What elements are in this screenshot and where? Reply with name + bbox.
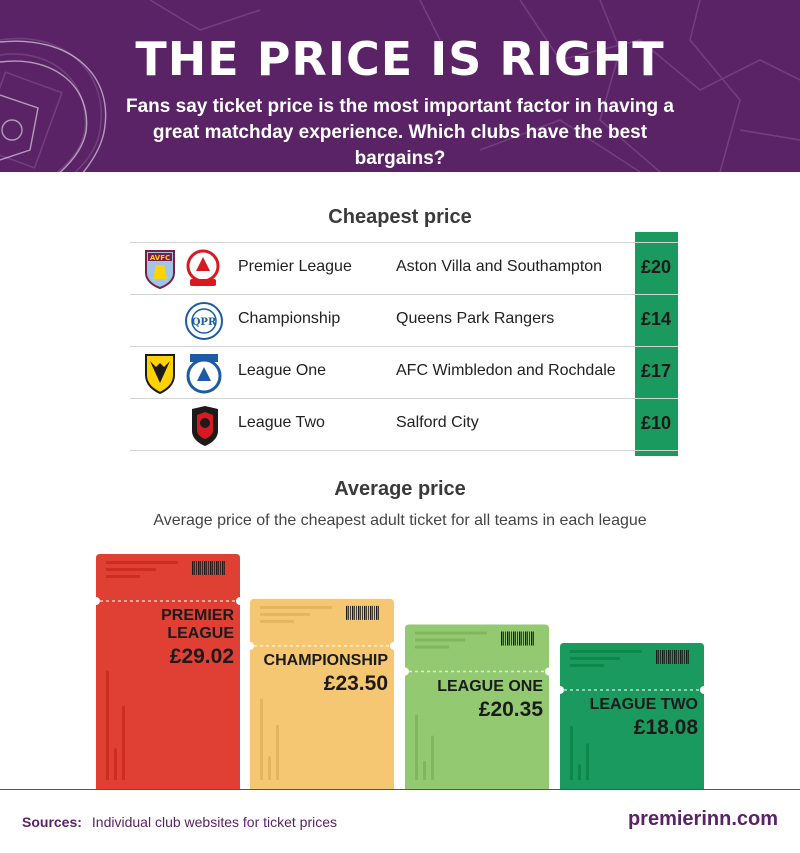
ticket-stub-line	[106, 561, 178, 564]
cheapest-price-value: £14	[640, 309, 672, 329]
ticket-stub-line	[570, 656, 620, 660]
table-row: League One AFC Wimbledon and Rochdale £1…	[130, 346, 678, 398]
chart-baseline	[0, 789, 800, 790]
stadium-map-graphic	[0, 0, 800, 172]
bar-label: LEAGUE ONE £20.35	[409, 678, 543, 722]
brand-logo: premierinn.com	[627, 808, 778, 830]
bar-label: LEAGUE TWO £18.08	[564, 696, 698, 740]
sources-label: Sources:	[22, 814, 82, 830]
sources-note: Sources: Individual club websites for tic…	[22, 814, 337, 830]
bar-league-two	[556, 642, 708, 790]
cheapest-price-heading: Cheapest price	[328, 206, 472, 228]
value-label: £20.35	[478, 697, 543, 721]
bar-body	[560, 642, 704, 790]
ticket-decor-bar	[276, 724, 279, 780]
league-name: League One	[238, 362, 327, 379]
club-names: Queens Park Rangers	[396, 310, 555, 327]
price-column-highlight	[635, 232, 678, 456]
ticket-notch	[556, 685, 564, 694]
ticket-notch	[236, 597, 244, 605]
ticket-decor-bar	[586, 743, 589, 780]
bar-league-one	[401, 624, 553, 790]
ticket-decor-bar	[431, 735, 434, 780]
bar-label: CHAMPIONSHIP £23.50	[254, 652, 388, 696]
league-name: Premier League	[238, 258, 352, 275]
bar-body	[96, 554, 240, 790]
qpr-crest-icon: QPR	[185, 302, 223, 340]
category-label: PREMIER LEAGUE	[161, 607, 234, 642]
ticket-stub-line	[570, 663, 604, 667]
table-row: League Two Salford City £10	[130, 398, 678, 451]
ticket-decor-bar	[415, 714, 418, 780]
value-label: £23.50	[323, 671, 388, 695]
salford-city-crest-icon	[192, 406, 218, 446]
ticket-decor-bar	[114, 748, 117, 780]
ticket-notch	[92, 597, 100, 605]
ticket-stub-line	[570, 649, 642, 653]
ticket-notch	[401, 667, 409, 676]
ticket-decor-bar	[268, 756, 271, 780]
ticket-decor-bar	[106, 670, 109, 780]
club-names: Aston Villa and Southampton	[396, 258, 603, 275]
barcode-icon	[656, 649, 689, 664]
league-name: Championship	[238, 310, 341, 327]
table-row: AVFC Premier League Aston Villa and Sout…	[130, 242, 678, 294]
afc-wimbledon-crest-icon	[145, 354, 175, 395]
cheapest-price-value: £10	[640, 413, 672, 433]
ticket-notch	[246, 641, 254, 650]
category-label: CHAMPIONSHIP	[263, 651, 388, 669]
ticket-notch	[545, 667, 553, 676]
ticket-decor-bar	[423, 761, 426, 780]
cheapest-price-table: AVFC Premier League Aston Villa and Sout…	[130, 242, 678, 451]
ticket-decor-bar	[570, 726, 573, 780]
average-price-bar-chart	[92, 554, 708, 790]
sources-text: Individual club websites for ticket pric…	[91, 814, 338, 830]
chart-title: Average price	[334, 478, 466, 500]
value-label: £29.02	[169, 645, 234, 668]
bar-label: PREMIER LEAGUE £29.02	[100, 607, 234, 669]
ticket-stub-line	[106, 568, 156, 571]
table-row: QPR Championship Queens Park Rangers £14	[130, 294, 678, 346]
bar-body	[250, 598, 394, 790]
cheapest-price-value: £20	[640, 257, 672, 277]
ticket-stub-line	[260, 605, 332, 609]
bar-premier-league	[92, 554, 244, 790]
ticket-stub-line	[260, 619, 294, 623]
club-names: AFC Wimbledon and Rochdale	[396, 362, 616, 379]
southampton-crest-icon	[186, 249, 220, 286]
ticket-notch	[700, 685, 708, 694]
bar-body	[405, 624, 549, 790]
category-label: LEAGUE TWO	[589, 695, 698, 713]
ticket-stub-line	[106, 575, 140, 578]
header-banner: THE PRICE IS RIGHT Fans say ticket price…	[0, 0, 800, 172]
ticket-stub-line	[415, 645, 449, 649]
barcode-icon	[192, 561, 225, 575]
barcode-icon	[501, 631, 534, 646]
ticket-stub-line	[260, 612, 310, 616]
cheapest-price-value: £17	[640, 361, 672, 381]
club-names: Salford City	[396, 414, 479, 431]
barcode-icon	[346, 605, 379, 620]
ticket-stub-line	[415, 631, 487, 635]
svg-text:AVFC: AVFC	[150, 254, 170, 262]
ticket-decor-bar	[578, 764, 581, 780]
ticket-decor-bar	[122, 706, 125, 780]
aston-villa-crest-icon: AVFC	[145, 250, 175, 289]
ticket-stub-line	[415, 638, 465, 642]
league-name: League Two	[238, 414, 325, 431]
ticket-decor-bar	[260, 698, 263, 780]
category-label: LEAGUE ONE	[437, 677, 543, 695]
page-title: THE PRICE IS RIGHT	[135, 32, 665, 86]
chart-subtitle: Average price of the cheapest adult tick…	[153, 512, 647, 529]
bar-championship	[246, 598, 398, 790]
page-subtitle: Fans say ticket price is the most import…	[126, 96, 674, 169]
rochdale-crest-icon	[186, 354, 222, 394]
ticket-notch	[390, 641, 398, 650]
svg-text:QPR: QPR	[192, 317, 217, 328]
value-label: £18.08	[633, 715, 698, 739]
